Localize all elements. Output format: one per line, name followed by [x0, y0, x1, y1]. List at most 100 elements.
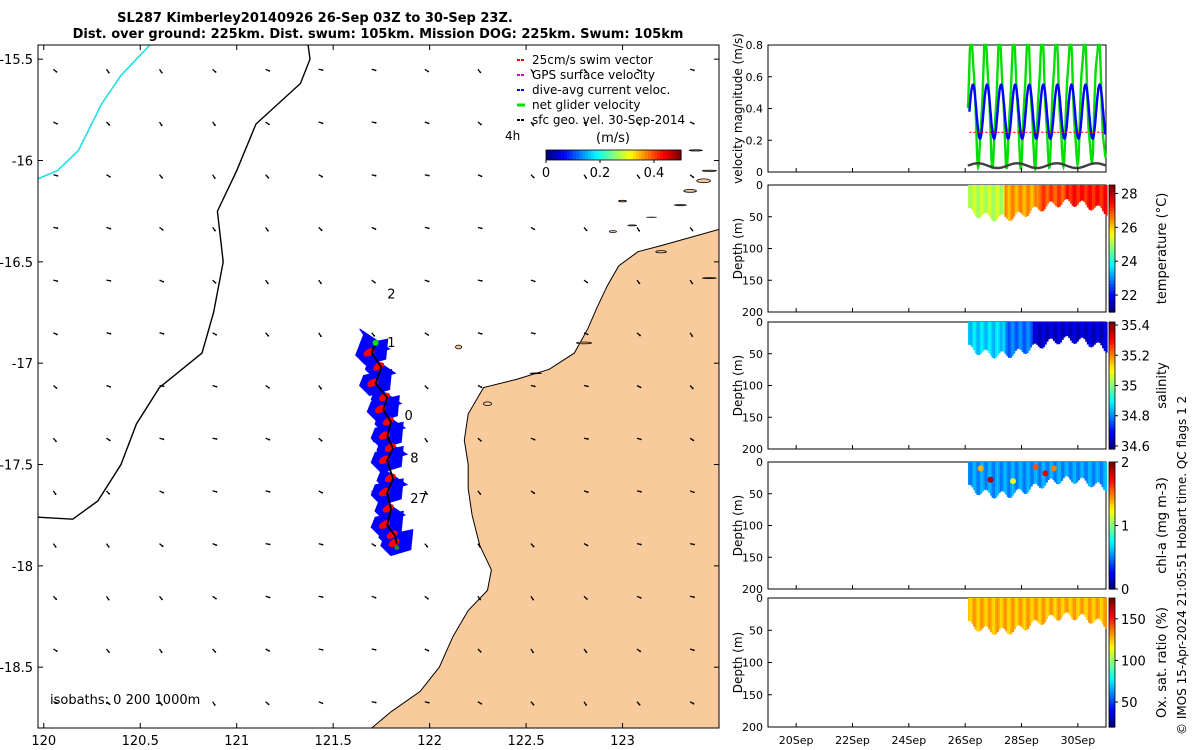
map-x-tick-label: 123: [610, 734, 635, 749]
current-vector-head: [214, 281, 217, 284]
temperature-data-column: [1021, 185, 1024, 215]
salinity-colorbar-segment: [1109, 331, 1115, 336]
salinity-data-column: [1064, 322, 1068, 337]
colorbar-segment: [564, 150, 568, 160]
salinity-colorbar-segment: [1109, 369, 1115, 374]
current-vector-head: [692, 491, 695, 494]
oxygen-data-column: [998, 598, 1001, 630]
current-vector-head: [479, 493, 482, 495]
map-y-tick-label: -18: [12, 560, 33, 575]
oxygen-data-column: [1072, 598, 1075, 620]
chla-data-column: [973, 462, 976, 491]
oxygen-colorbar-segment: [1109, 623, 1115, 628]
salinity-data-column: [971, 322, 974, 348]
time-x-tick-label: 22Sep: [835, 734, 870, 747]
temperature-data-column: [1038, 185, 1041, 211]
temperature-colorbar-segment: [1109, 223, 1115, 227]
temperature-colorbar-segment: [1109, 188, 1115, 192]
salinity-data-column: [968, 322, 971, 345]
current-vector-head: [691, 282, 694, 285]
salinity-colorbar-segment: [1109, 401, 1115, 406]
chla-colorbar-segment: [1109, 525, 1115, 530]
colorbar-segment: [609, 150, 613, 160]
salinity-colorbar-tick-label: 34.8: [1121, 410, 1150, 425]
oxygen-colorbar-segment: [1109, 672, 1115, 676]
temperature-data-column: [974, 185, 977, 217]
chla-colorbar-segment: [1109, 582, 1115, 587]
colorbar-segment: [588, 150, 592, 160]
temperature-colorbar-segment: [1109, 213, 1115, 218]
salinity-colorbar-segment: [1109, 382, 1115, 387]
oxygen-colorbar-tick-label: 150: [1121, 613, 1146, 628]
salinity-colorbar-segment: [1109, 426, 1115, 431]
oxygen-y-tick-label: 200: [742, 721, 763, 734]
chla-colorbar-segment: [1109, 573, 1115, 577]
current-vector-head: [533, 280, 536, 283]
chla-data-column: [1091, 462, 1094, 487]
current-vector-head: [321, 596, 324, 598]
temperature-data-column: [1102, 185, 1105, 212]
oxygen-data-column: [1003, 598, 1006, 630]
island: [688, 149, 703, 152]
salinity-data-column: [981, 322, 984, 352]
temperature-data-column: [1016, 185, 1019, 213]
oxygen-data-column: [1079, 598, 1082, 615]
chla-data-column: [1023, 462, 1026, 494]
chla-data-column: [1088, 462, 1091, 487]
temperature-data-column: [983, 185, 986, 214]
salinity-data-column: [996, 322, 999, 356]
chla-data-column: [978, 462, 981, 496]
oxygen-colorbar-segment: [1109, 617, 1115, 622]
salinity-data-column: [969, 322, 972, 346]
current-vector-head: [109, 227, 112, 230]
oxygen-data-column: [1077, 598, 1080, 617]
chla-data-column: [1103, 462, 1106, 491]
temperature-colorbar-segment: [1109, 197, 1115, 202]
temperature-data-column: [1100, 185, 1103, 209]
current-vector-head: [693, 69, 695, 72]
chla-hotspot: [1042, 470, 1049, 477]
temperature-data-column: [986, 185, 989, 214]
oxygen-data-column: [1025, 598, 1028, 631]
chla-data-column: [1059, 462, 1062, 484]
temperature-data-column: [978, 185, 981, 219]
oxygen-data-column: [1013, 598, 1016, 630]
salinity-colorbar-segment: [1109, 414, 1115, 418]
oxygen-data-column: [1071, 598, 1074, 619]
current-vector-head: [427, 701, 430, 704]
oxygen-colorbar-segment: [1109, 656, 1115, 660]
current-vector-head: [56, 702, 59, 704]
colorbar-segment: [549, 150, 553, 160]
salinity-colorbar-segment: [1109, 410, 1115, 415]
current-vector-head: [479, 598, 482, 601]
isobaths-label: isobaths: 0 200 1000m: [50, 693, 200, 708]
salinity-data-column: [1009, 322, 1012, 358]
temperature-data-column: [1045, 185, 1048, 207]
oxygen-data-column: [988, 598, 991, 630]
oxygen-data-column: [1045, 598, 1048, 619]
temperature-colorbar-segment: [1109, 267, 1115, 272]
temperature-colorbar-tick-label: 28: [1121, 187, 1138, 202]
isobath-line-200m: [38, 45, 311, 520]
current-vector-head: [587, 438, 589, 440]
current-vector-head: [107, 546, 110, 548]
temperature-colorbar-segment: [1109, 305, 1115, 310]
chla-axes-frame: [767, 461, 1107, 590]
temperature-data-column: [1036, 185, 1039, 209]
oxygen-data-column: [991, 598, 994, 635]
current-vector-head: [480, 439, 482, 442]
salinity-data-column: [974, 322, 977, 354]
current-vector-head: [268, 596, 271, 599]
salinity-y-tick-label: 150: [742, 411, 763, 424]
net-velocity-marker: [372, 339, 379, 346]
temperature-y-tick-label: 200: [742, 306, 763, 319]
chla-colorbar-segment: [1109, 560, 1115, 565]
current-vector-head: [373, 335, 376, 337]
colorbar-segment: [600, 150, 604, 160]
current-vector-head: [533, 332, 536, 335]
current-vector-head: [426, 545, 429, 548]
current-vector-head: [374, 174, 377, 177]
current-vector-head: [532, 651, 534, 654]
salinity-colorbar-segment: [1109, 420, 1115, 425]
chla-data-column: [1071, 462, 1074, 483]
